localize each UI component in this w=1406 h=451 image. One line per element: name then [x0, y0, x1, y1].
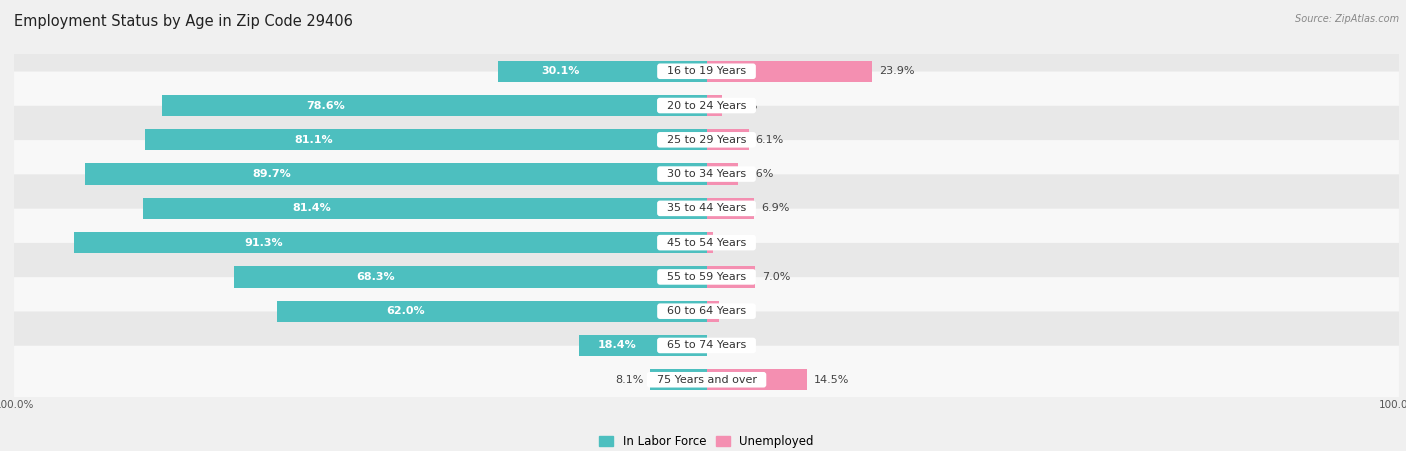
- FancyBboxPatch shape: [14, 175, 1399, 242]
- Bar: [707, 163, 738, 185]
- Bar: [707, 369, 807, 391]
- Legend: In Labor Force, Unemployed: In Labor Force, Unemployed: [595, 430, 818, 451]
- FancyBboxPatch shape: [14, 243, 1399, 311]
- Bar: [233, 266, 707, 288]
- Text: 81.4%: 81.4%: [292, 203, 332, 213]
- FancyBboxPatch shape: [14, 72, 1399, 139]
- Text: 16 to 19 Years: 16 to 19 Years: [659, 66, 754, 76]
- Bar: [579, 335, 707, 356]
- FancyBboxPatch shape: [14, 209, 1399, 276]
- FancyBboxPatch shape: [14, 312, 1399, 379]
- Bar: [707, 198, 754, 219]
- Text: 18.4%: 18.4%: [598, 341, 637, 350]
- Text: Employment Status by Age in Zip Code 29406: Employment Status by Age in Zip Code 294…: [14, 14, 353, 28]
- Text: 14.5%: 14.5%: [814, 375, 849, 385]
- Bar: [75, 232, 707, 253]
- FancyBboxPatch shape: [14, 277, 1399, 345]
- FancyBboxPatch shape: [14, 346, 1399, 414]
- Text: 91.3%: 91.3%: [245, 238, 283, 248]
- Text: 20 to 24 Years: 20 to 24 Years: [659, 101, 754, 110]
- Text: 62.0%: 62.0%: [387, 306, 425, 316]
- Bar: [707, 232, 713, 253]
- Text: 6.9%: 6.9%: [761, 203, 790, 213]
- Text: 65 to 74 Years: 65 to 74 Years: [659, 341, 754, 350]
- Text: 7.0%: 7.0%: [762, 272, 790, 282]
- Bar: [651, 369, 707, 391]
- Text: 6.1%: 6.1%: [755, 135, 785, 145]
- Text: 68.3%: 68.3%: [356, 272, 395, 282]
- FancyBboxPatch shape: [14, 106, 1399, 174]
- Text: 89.7%: 89.7%: [252, 169, 291, 179]
- Text: 35 to 44 Years: 35 to 44 Years: [659, 203, 754, 213]
- Bar: [707, 95, 723, 116]
- Text: 75 Years and over: 75 Years and over: [650, 375, 763, 385]
- Text: 78.6%: 78.6%: [307, 101, 344, 110]
- Text: 30 to 34 Years: 30 to 34 Years: [659, 169, 754, 179]
- Bar: [143, 198, 707, 219]
- Text: 1.8%: 1.8%: [725, 306, 754, 316]
- Bar: [707, 266, 755, 288]
- Bar: [162, 95, 707, 116]
- Text: 55 to 59 Years: 55 to 59 Years: [659, 272, 754, 282]
- Text: 23.9%: 23.9%: [879, 66, 914, 76]
- Bar: [498, 60, 707, 82]
- Text: 25 to 29 Years: 25 to 29 Years: [659, 135, 754, 145]
- Text: 81.1%: 81.1%: [294, 135, 333, 145]
- Text: 30.1%: 30.1%: [541, 66, 579, 76]
- Text: 1.0%: 1.0%: [720, 238, 748, 248]
- Bar: [707, 60, 872, 82]
- Text: Source: ZipAtlas.com: Source: ZipAtlas.com: [1295, 14, 1399, 23]
- Text: 8.1%: 8.1%: [616, 375, 644, 385]
- Bar: [86, 163, 707, 185]
- Text: 4.6%: 4.6%: [745, 169, 773, 179]
- Text: 0.0%: 0.0%: [713, 341, 742, 350]
- FancyBboxPatch shape: [14, 37, 1399, 105]
- Bar: [707, 300, 718, 322]
- Bar: [277, 300, 707, 322]
- Bar: [145, 129, 707, 151]
- FancyBboxPatch shape: [14, 140, 1399, 208]
- Text: 45 to 54 Years: 45 to 54 Years: [659, 238, 754, 248]
- Text: 2.3%: 2.3%: [730, 101, 758, 110]
- Text: 60 to 64 Years: 60 to 64 Years: [659, 306, 754, 316]
- Bar: [707, 129, 749, 151]
